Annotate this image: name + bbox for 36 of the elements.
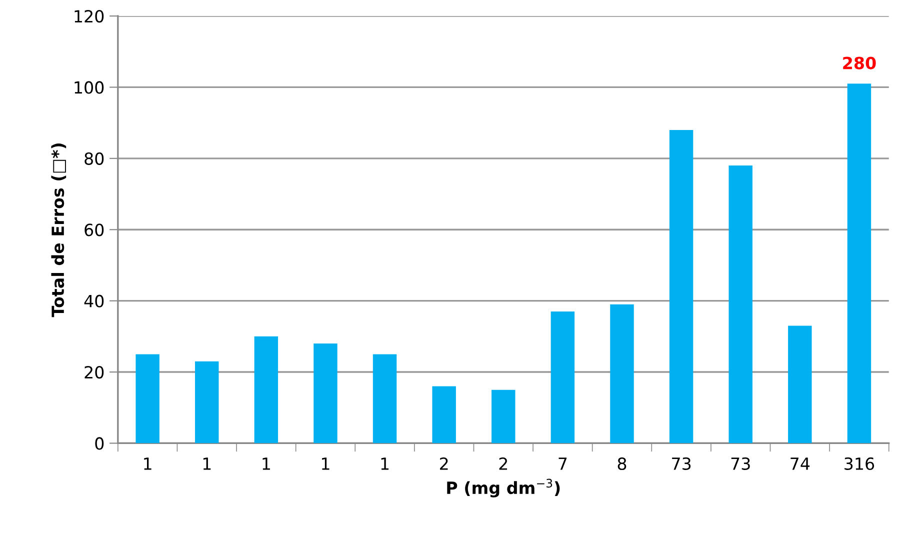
bar: [610, 304, 634, 444]
bar: [195, 361, 219, 444]
bar: [372, 354, 397, 444]
y-axis-title: Total de Erros (□*): [51, 144, 66, 318]
x-axis-title: P (mg dm$^{−3}$): [447, 478, 560, 498]
x-tick-label: 2: [499, 457, 508, 470]
x-tick-label: 316: [844, 457, 874, 470]
x-tick-label: 1: [262, 458, 270, 470]
bar: [550, 312, 575, 444]
bar: [669, 130, 694, 444]
x-tick-label: 2: [440, 457, 448, 470]
bar: [136, 354, 160, 444]
y-tick-label: 60: [84, 224, 104, 236]
bar: [314, 344, 338, 444]
x-tick-label: 1: [203, 458, 211, 470]
annotation: 280: [843, 56, 876, 70]
x-tick-label: 74: [790, 458, 810, 470]
x-tick-label: 1: [144, 458, 152, 470]
y-tick-label: 80: [84, 152, 104, 165]
y-tick-label: 100: [74, 81, 104, 94]
x-tick-label: 73: [672, 457, 691, 470]
y-tick-label: 20: [84, 366, 104, 379]
y-tick-label: 120: [74, 10, 104, 23]
bar: [847, 84, 872, 444]
x-tick-label: 1: [322, 458, 330, 470]
x-tick-label: 1: [381, 458, 389, 470]
x-tick-label: 8: [618, 457, 626, 470]
bar: [788, 326, 812, 444]
x-tick-label: 7: [558, 458, 567, 470]
bar: [254, 336, 278, 444]
y-tick-label: 40: [84, 294, 104, 308]
bar: [728, 166, 752, 444]
y-tick-label: 0: [95, 437, 104, 450]
bar: [432, 386, 456, 444]
x-tick-label: 73: [731, 457, 750, 470]
bar: [492, 390, 516, 444]
